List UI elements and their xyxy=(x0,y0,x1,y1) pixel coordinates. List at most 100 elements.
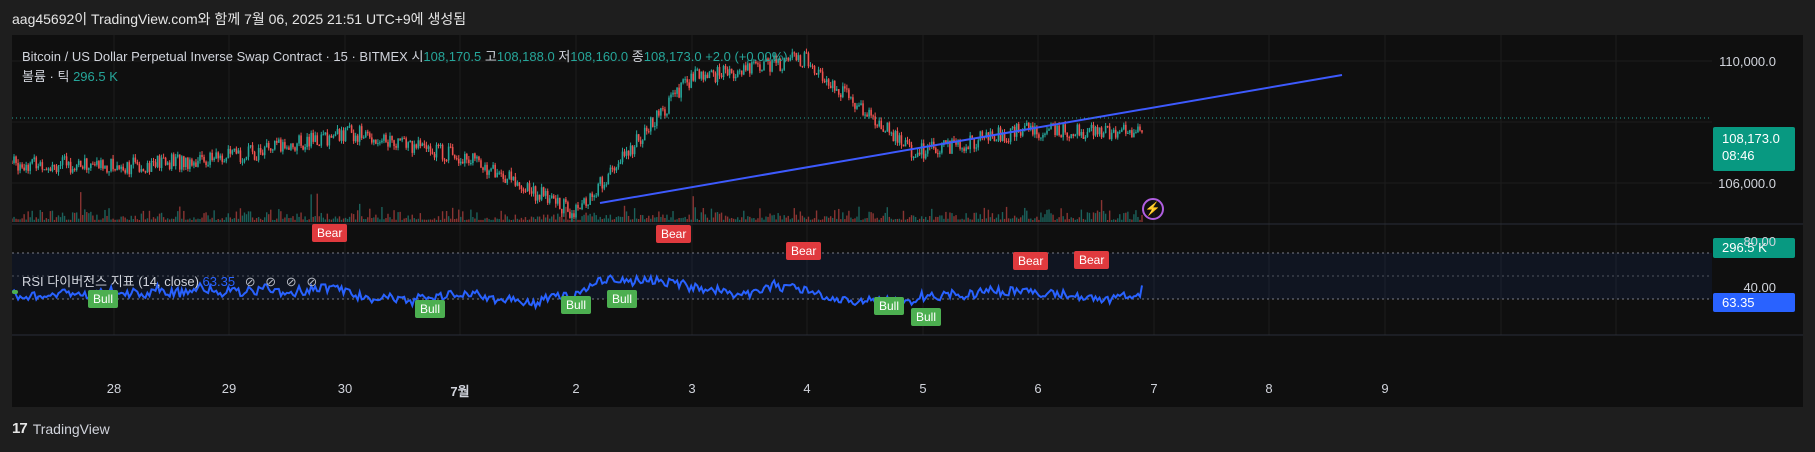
candle-body xyxy=(1120,129,1123,132)
candle-body xyxy=(249,145,252,147)
candle-body xyxy=(126,162,129,173)
volume-bar xyxy=(737,217,739,222)
volume-legend[interactable]: 볼륨 · 틱 296.5 K xyxy=(22,66,118,85)
volume-bar xyxy=(652,215,654,222)
candle-body xyxy=(183,156,185,168)
volume-bar xyxy=(1038,219,1040,222)
volume-bar xyxy=(470,209,472,222)
volume-bar xyxy=(767,216,769,222)
candle-body xyxy=(955,141,957,145)
volume-bar xyxy=(187,219,189,222)
volume-bar xyxy=(466,219,468,222)
volume-bar xyxy=(124,217,126,222)
volume-bar xyxy=(757,218,759,222)
candle-body xyxy=(825,79,828,83)
volume-bar xyxy=(27,211,29,222)
volume-bar xyxy=(937,216,939,222)
volume-bar xyxy=(1030,218,1032,222)
candle-body xyxy=(658,110,660,116)
volume-bar xyxy=(181,218,183,222)
candle-body xyxy=(718,67,721,76)
chart-panel[interactable]: Bitcoin / US Dollar Perpetual Inverse Sw… xyxy=(12,35,1803,407)
candle-body xyxy=(387,141,389,147)
volume-bar xyxy=(1092,212,1095,222)
volume-bar xyxy=(130,215,132,222)
volume-bar xyxy=(933,219,935,222)
volume-bar xyxy=(201,217,203,222)
volume-bar xyxy=(61,212,64,222)
volume-bar xyxy=(443,218,446,222)
candle-body xyxy=(1092,124,1095,136)
close-label: 종 xyxy=(631,49,644,64)
volume-bar xyxy=(41,211,44,222)
volume-bar xyxy=(300,212,302,222)
candle-body xyxy=(148,163,151,172)
candle-body xyxy=(573,213,575,218)
candle-body xyxy=(294,147,296,151)
candle-body xyxy=(322,134,325,136)
candle-body xyxy=(593,195,595,197)
volume-bar xyxy=(520,217,523,222)
candle-body xyxy=(961,148,963,150)
symbol-name[interactable]: Bitcoin / US Dollar Perpetual Inverse Sw… xyxy=(22,49,408,64)
candle-body xyxy=(53,164,56,167)
candle-body xyxy=(205,161,207,165)
volume-bar xyxy=(435,219,438,222)
candle-body xyxy=(769,61,771,72)
candle-body xyxy=(427,146,430,149)
candle-body xyxy=(1030,125,1032,130)
candle-body xyxy=(882,129,885,132)
time-axis-label: 29 xyxy=(221,381,237,396)
volume-bar xyxy=(314,216,316,222)
volume-bar xyxy=(1133,214,1135,222)
candle-body xyxy=(761,69,763,71)
candle-body xyxy=(811,65,814,67)
volume-bar xyxy=(183,210,185,222)
candle-body xyxy=(219,155,222,159)
volume-bar xyxy=(498,218,500,222)
volume-bar xyxy=(320,212,322,222)
candle-body xyxy=(401,138,403,141)
candle-body xyxy=(605,184,608,186)
na-icon: ⊘ xyxy=(265,274,277,289)
rsi-legend[interactable]: RSI 다이버전스 지표 (14, close) 63.35 ⊘ ⊘ ⊘ ⊘ xyxy=(22,271,317,290)
candle-body xyxy=(732,73,735,79)
volume-bar xyxy=(732,218,735,222)
volume-bar xyxy=(817,219,820,222)
footer-brand[interactable]: 17 TradingView xyxy=(12,420,110,437)
candle-body xyxy=(85,158,88,170)
symbol-legend[interactable]: Bitcoin / US Dollar Perpetual Inverse Sw… xyxy=(22,46,788,65)
candle-body xyxy=(949,140,951,154)
candle-body xyxy=(439,144,442,147)
candle-body xyxy=(112,158,114,170)
volume-bar xyxy=(805,219,808,222)
candle-body xyxy=(1078,124,1081,136)
lightning-icon[interactable]: ⚡ xyxy=(1142,198,1164,220)
candle-body xyxy=(698,69,701,79)
candle-body xyxy=(364,131,367,138)
bull-signal: Bull xyxy=(561,296,592,314)
candle-body xyxy=(629,145,632,156)
candle-body xyxy=(971,135,973,139)
candle-body xyxy=(597,183,600,196)
volume-bar xyxy=(957,219,959,222)
candle-body xyxy=(366,131,369,134)
volume-bar xyxy=(682,217,684,222)
candle-body xyxy=(178,154,181,170)
candle-body xyxy=(94,164,96,166)
time-axis-label: 4 xyxy=(803,381,811,396)
candle-body xyxy=(831,80,834,89)
price-chart-canvas[interactable] xyxy=(12,35,1803,407)
volume-bar xyxy=(247,211,250,222)
candle-body xyxy=(83,158,86,169)
candle-body xyxy=(1025,122,1028,126)
volume-bar xyxy=(920,216,923,222)
candle-body xyxy=(722,66,725,78)
volume-bar xyxy=(540,219,543,222)
volume-bar xyxy=(86,212,88,222)
candle-body xyxy=(130,164,133,175)
volume-bar xyxy=(160,212,163,222)
candle-body xyxy=(510,171,513,180)
volume-bar xyxy=(777,213,779,222)
volume-bar xyxy=(393,210,395,222)
